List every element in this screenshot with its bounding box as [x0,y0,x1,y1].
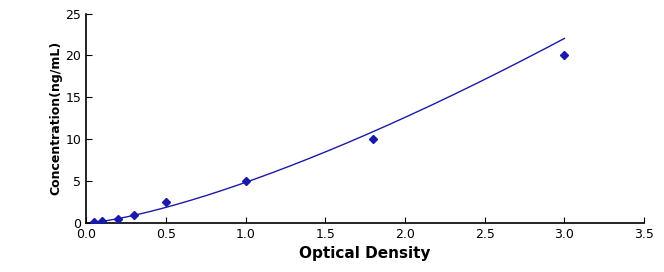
X-axis label: Optical Density: Optical Density [299,246,431,261]
Y-axis label: Concentration(ng/mL): Concentration(ng/mL) [50,41,63,196]
